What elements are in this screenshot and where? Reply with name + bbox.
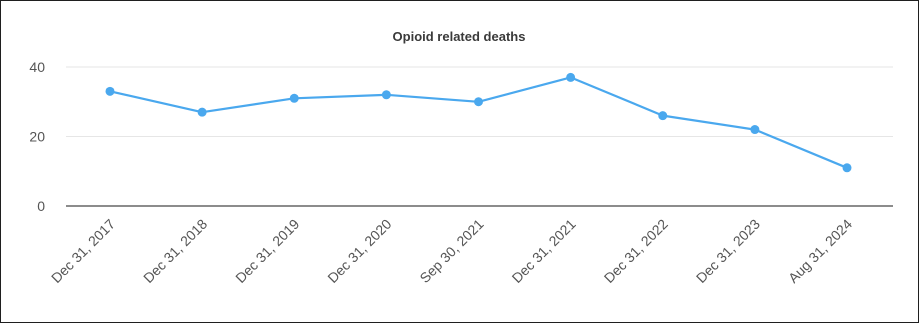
x-tick-label: Dec 31, 2017 bbox=[48, 216, 118, 286]
series-points bbox=[105, 72, 852, 173]
x-tick-label: Dec 31, 2020 bbox=[324, 216, 394, 286]
series-line bbox=[109, 76, 848, 169]
data-point bbox=[381, 90, 391, 100]
data-point bbox=[658, 111, 668, 121]
y-tick-label: 20 bbox=[29, 129, 45, 145]
data-point bbox=[750, 125, 760, 135]
x-tick-label: Dec 31, 2018 bbox=[140, 216, 210, 286]
x-tick-label: Dec 31, 2019 bbox=[232, 216, 302, 286]
series-line-layer bbox=[109, 76, 848, 169]
x-tick-label: Dec 31, 2023 bbox=[693, 216, 763, 286]
y-tick-label: 0 bbox=[37, 198, 45, 214]
x-tick-label: Dec 31, 2022 bbox=[601, 216, 671, 286]
data-point bbox=[566, 72, 576, 82]
data-point bbox=[289, 93, 299, 103]
x-tick-label: Dec 31, 2021 bbox=[509, 216, 579, 286]
chart-title: Opioid related deaths bbox=[393, 29, 526, 44]
data-point bbox=[197, 107, 207, 117]
x-axis-ticks: Dec 31, 2017 Dec 31, 2018 Dec 31, 2019 Dec … bbox=[48, 216, 855, 286]
x-tick-label: Aug 31, 2024 bbox=[785, 216, 855, 286]
data-point bbox=[842, 163, 852, 173]
gridlines bbox=[66, 66, 893, 207]
y-tick-label: 40 bbox=[29, 59, 45, 75]
data-point bbox=[105, 86, 115, 96]
data-point bbox=[474, 97, 483, 107]
x-tick-label: Sep 30, 2021 bbox=[416, 216, 486, 286]
y-axis-ticks: 0 20 40 bbox=[29, 59, 45, 214]
